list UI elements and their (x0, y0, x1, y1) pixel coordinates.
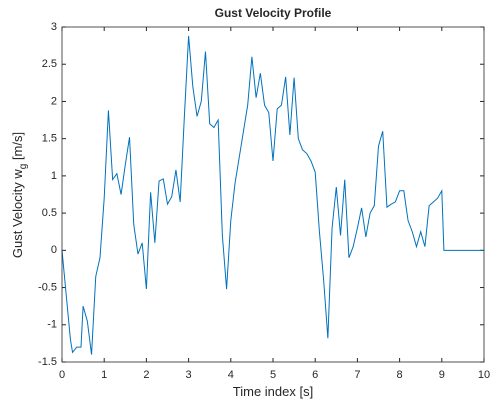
y-tick-label: 3 (51, 21, 57, 33)
x-tick-label: 10 (478, 369, 490, 381)
x-axis-label: Time index [s] (233, 384, 313, 399)
x-tick-label: 6 (312, 369, 318, 381)
y-label-text: Gust Velocity w (10, 169, 25, 258)
y-tick-label: 0 (51, 244, 57, 256)
x-tick-label: 5 (270, 369, 276, 381)
x-tick-label: 3 (186, 369, 192, 381)
y-tick-label: -1.5 (38, 356, 57, 368)
y-tick-label: 2.5 (42, 58, 57, 70)
x-tick-label: 9 (439, 369, 445, 381)
y-tick-label: -1 (47, 319, 57, 331)
x-tick-label: 7 (354, 369, 360, 381)
x-tick-label: 4 (228, 369, 234, 381)
y-tick-label: -0.5 (38, 281, 57, 293)
y-tick-label: 2 (51, 95, 57, 107)
y-tick-label: 1.5 (42, 133, 57, 145)
data-line (61, 35, 484, 355)
y-axis-label: Gust Velocity wg [m/s] (10, 132, 29, 258)
x-tick-label: 1 (101, 369, 107, 381)
x-tick-label: 8 (397, 369, 403, 381)
y-tick-label: 1 (51, 170, 57, 182)
x-tick-label: 2 (143, 369, 149, 381)
axes-box (61, 26, 485, 363)
y-tick-label: 0.5 (42, 207, 57, 219)
x-tick-label: 0 (59, 369, 65, 381)
y-label-unit: [m/s] (10, 132, 25, 164)
y-label-subscript: g (18, 164, 29, 170)
chart-title: Gust Velocity Profile (215, 6, 332, 20)
